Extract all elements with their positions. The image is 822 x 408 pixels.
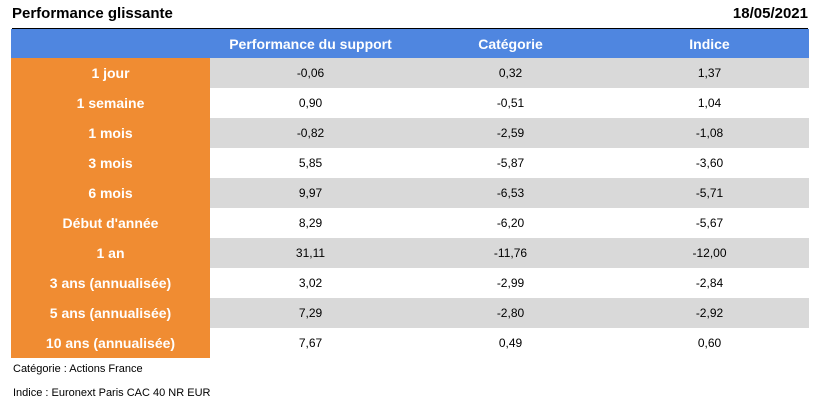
table-row: 1 semaine 0,90 -0,51 1,04 [11,88,809,118]
support-value: 5,85 [210,148,411,178]
indice-note: Indice : Euronext Paris CAC 40 NR EUR [13,387,211,399]
table-header-row: Performance du support Catégorie Indice [11,29,809,58]
table-row: 6 mois 9,97 -6,53 -5,71 [11,178,809,208]
column-header-support: Performance du support [210,29,411,58]
table-row: 1 mois -0,82 -2,59 -1,08 [11,118,809,148]
indice-value: 1,37 [610,58,809,88]
indice-value: -2,92 [610,298,809,328]
support-value: -0,82 [210,118,411,148]
header-corner [11,29,210,58]
row-label: 6 mois [11,178,210,208]
support-value: 7,29 [210,298,411,328]
indice-value: 0,60 [610,328,809,358]
categorie-value: -5,87 [411,148,610,178]
support-value: 7,67 [210,328,411,358]
page-title: Performance glissante [12,5,173,22]
categorie-value: -11,76 [411,238,610,268]
categorie-value: 0,32 [411,58,610,88]
indice-value: -3,60 [610,148,809,178]
row-label: 10 ans (annualisée) [11,328,210,358]
row-label: Début d'année [11,208,210,238]
support-value: -0,06 [210,58,411,88]
categorie-value: -0,51 [411,88,610,118]
support-value: 31,11 [210,238,411,268]
row-label: 3 ans (annualisée) [11,268,210,298]
row-label: 3 mois [11,148,210,178]
indice-value: -12,00 [610,238,809,268]
indice-value: -5,67 [610,208,809,238]
categorie-value: -6,20 [411,208,610,238]
row-label: 1 an [11,238,210,268]
table-row: Début d'année 8,29 -6,20 -5,67 [11,208,809,238]
report-date: 18/05/2021 [732,5,808,22]
categorie-note: Catégorie : Actions France [13,363,143,375]
table-row: 3 mois 5,85 -5,87 -3,60 [11,148,809,178]
categorie-value: -2,59 [411,118,610,148]
indice-value: 1,04 [610,88,809,118]
categorie-value: -6,53 [411,178,610,208]
row-label: 1 jour [11,58,210,88]
footnotes: Catégorie : Actions France Indice : Euro… [13,363,210,400]
row-label: 1 mois [11,118,210,148]
indice-value: -1,08 [610,118,809,148]
table-row: 10 ans (annualisée) 7,67 0,49 0,60 [11,328,809,358]
table-row: 5 ans (annualisée) 7,29 -2,80 -2,92 [11,298,809,328]
support-value: 0,90 [210,88,411,118]
support-value: 3,02 [210,268,411,298]
row-label: 1 semaine [11,88,210,118]
column-header-indice: Indice [610,29,809,58]
categorie-value: 0,49 [411,328,610,358]
performance-table: Performance du support Catégorie Indice … [11,29,809,358]
categorie-value: -2,80 [411,298,610,328]
column-header-categorie: Catégorie [411,29,610,58]
row-label: 5 ans (annualisée) [11,298,210,328]
table-row: 1 an 31,11 -11,76 -12,00 [11,238,809,268]
title-bar: Performance glissante 18/05/2021 [12,0,808,29]
table-row: 1 jour -0,06 0,32 1,37 [11,58,809,88]
table-row: 3 ans (annualisée) 3,02 -2,99 -2,84 [11,268,809,298]
indice-value: -5,71 [610,178,809,208]
indice-value: -2,84 [610,268,809,298]
support-value: 9,97 [210,178,411,208]
support-value: 8,29 [210,208,411,238]
categorie-value: -2,99 [411,268,610,298]
